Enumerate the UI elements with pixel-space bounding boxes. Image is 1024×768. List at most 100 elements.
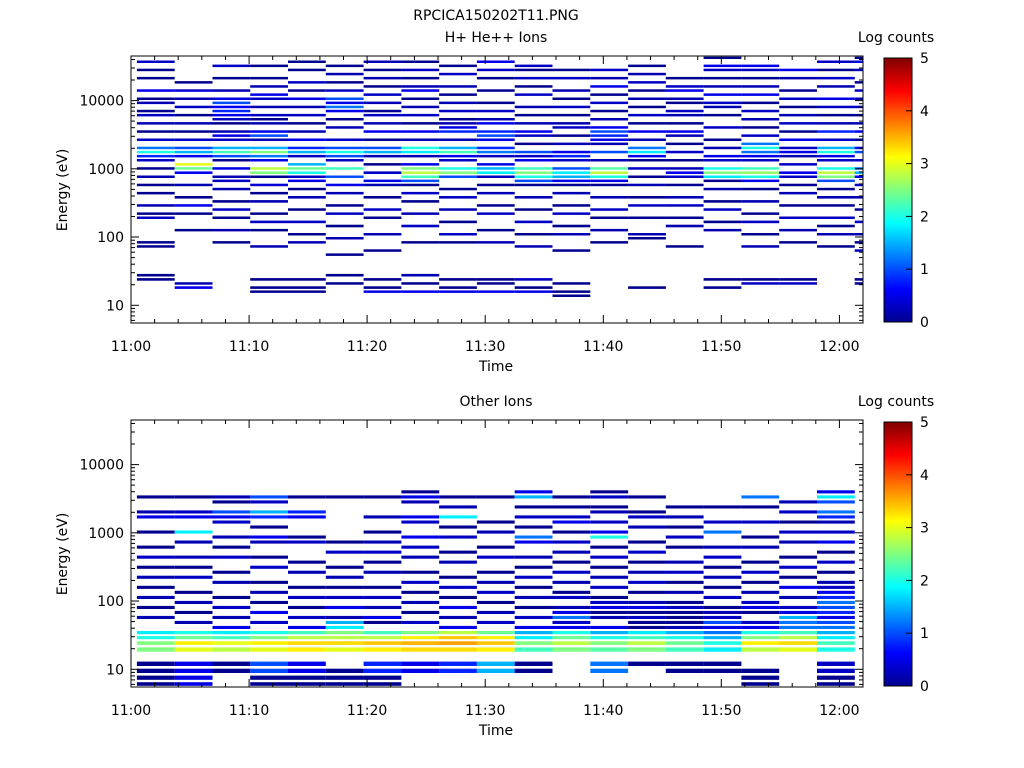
heatmap-cell bbox=[325, 575, 364, 579]
heatmap-cell bbox=[401, 224, 440, 228]
heatmap-cell bbox=[401, 105, 440, 109]
heatmap-cell bbox=[325, 146, 364, 150]
heatmap-cell bbox=[363, 278, 402, 281]
heatmap-cell bbox=[854, 159, 863, 162]
heatmap-cell bbox=[212, 520, 251, 524]
heatmap-cell bbox=[514, 535, 553, 539]
heatmap-cell bbox=[514, 565, 553, 569]
heatmap-cell bbox=[250, 600, 288, 604]
heatmap-cell bbox=[552, 615, 591, 619]
heatmap-cell bbox=[817, 154, 855, 158]
heatmap-cell bbox=[325, 647, 364, 652]
heatmap-cell bbox=[136, 530, 175, 534]
heatmap-cell bbox=[136, 68, 175, 72]
heatmap-cell bbox=[401, 171, 440, 174]
heatmap-cell bbox=[703, 575, 742, 579]
heatmap-cell bbox=[401, 515, 440, 519]
heatmap-cell bbox=[628, 97, 666, 100]
y-axis-label: Energy (eV) bbox=[55, 513, 71, 596]
heatmap-cell bbox=[174, 183, 213, 187]
heatmap-cell bbox=[250, 620, 288, 624]
heatmap-cell bbox=[288, 150, 326, 154]
heatmap-cell bbox=[779, 595, 817, 599]
heatmap-cell bbox=[439, 625, 477, 629]
heatmap-cell bbox=[136, 273, 175, 277]
heatmap-cell bbox=[212, 208, 251, 211]
heatmap-cell bbox=[590, 130, 629, 133]
heatmap-cell bbox=[741, 76, 780, 80]
heatmap-cell bbox=[212, 515, 251, 519]
heatmap-cell bbox=[401, 580, 440, 584]
heatmap-cell bbox=[817, 146, 855, 150]
heatmap-cell bbox=[628, 560, 666, 564]
heatmap-cell bbox=[288, 515, 326, 519]
heatmap-cell bbox=[817, 500, 855, 504]
heatmap-cell bbox=[325, 625, 364, 629]
heatmap-cell bbox=[552, 171, 591, 174]
heatmap-cell bbox=[439, 535, 477, 539]
heatmap-cell bbox=[514, 154, 553, 158]
heatmap-cell bbox=[854, 233, 863, 236]
heatmap-cell bbox=[439, 641, 477, 645]
heatmap-cell bbox=[174, 682, 213, 686]
heatmap-cell bbox=[476, 241, 515, 244]
heatmap-cell bbox=[250, 85, 288, 88]
heatmap-cell bbox=[363, 682, 402, 686]
heatmap-cell bbox=[250, 290, 288, 293]
heatmap-cell bbox=[741, 620, 780, 624]
heatmap-cell bbox=[590, 142, 629, 146]
heatmap-cell bbox=[817, 550, 855, 554]
heatmap-cell bbox=[476, 68, 515, 72]
heatmap-cell bbox=[174, 510, 213, 514]
heatmap-cell bbox=[288, 647, 326, 652]
heatmap-cell bbox=[136, 595, 175, 599]
heatmap-cell bbox=[817, 224, 855, 228]
heatmap-cell bbox=[817, 668, 855, 673]
heatmap-cell bbox=[514, 636, 553, 640]
heatmap-cell bbox=[552, 224, 591, 228]
heatmap-cell bbox=[363, 631, 402, 635]
heatmap-cell bbox=[779, 540, 817, 544]
heatmap-cell bbox=[552, 179, 591, 183]
heatmap-cell bbox=[779, 620, 817, 624]
heatmap-cell bbox=[288, 130, 326, 133]
heatmap-cell bbox=[703, 175, 742, 178]
heatmap-cell bbox=[590, 175, 629, 178]
heatmap-cell bbox=[212, 545, 251, 549]
heatmap-cell bbox=[401, 636, 440, 640]
heatmap-cell bbox=[779, 605, 817, 609]
heatmap-cell bbox=[817, 85, 855, 88]
heatmap-cell bbox=[212, 89, 251, 92]
heatmap-cell bbox=[250, 113, 288, 117]
y-axis-label: Energy (eV) bbox=[55, 149, 71, 232]
heatmap-cell bbox=[741, 220, 780, 224]
heatmap-cell bbox=[288, 290, 326, 293]
y-tick-label: 10000 bbox=[79, 94, 124, 110]
heatmap-cell bbox=[212, 146, 251, 150]
heatmap-cell bbox=[703, 68, 742, 72]
heatmap-cell bbox=[628, 130, 666, 133]
heatmap-cell bbox=[212, 615, 251, 619]
heatmap-cell bbox=[779, 89, 817, 92]
heatmap-cell bbox=[741, 278, 780, 281]
heatmap-cell bbox=[363, 290, 402, 293]
heatmap-cell bbox=[174, 146, 213, 150]
colorbar-tick-label: 3 bbox=[920, 157, 929, 173]
heatmap-cell bbox=[741, 187, 780, 191]
heatmap-cell bbox=[741, 101, 780, 105]
heatmap-cell bbox=[250, 134, 288, 137]
heatmap-cell bbox=[514, 631, 553, 635]
heatmap-cell bbox=[817, 530, 855, 534]
heatmap-cell bbox=[174, 282, 213, 285]
heatmap-cell bbox=[741, 109, 780, 113]
heatmap-cell bbox=[514, 615, 553, 619]
heatmap-cell bbox=[250, 510, 288, 514]
heatmap-cell bbox=[250, 668, 288, 673]
heatmap-cell bbox=[363, 530, 402, 534]
heatmap-cell bbox=[741, 590, 780, 594]
heatmap-cell bbox=[476, 570, 515, 574]
heatmap-cell bbox=[325, 550, 364, 554]
heatmap-cell bbox=[665, 130, 704, 133]
heatmap-cell bbox=[552, 631, 591, 635]
heatmap-cell bbox=[288, 208, 326, 211]
